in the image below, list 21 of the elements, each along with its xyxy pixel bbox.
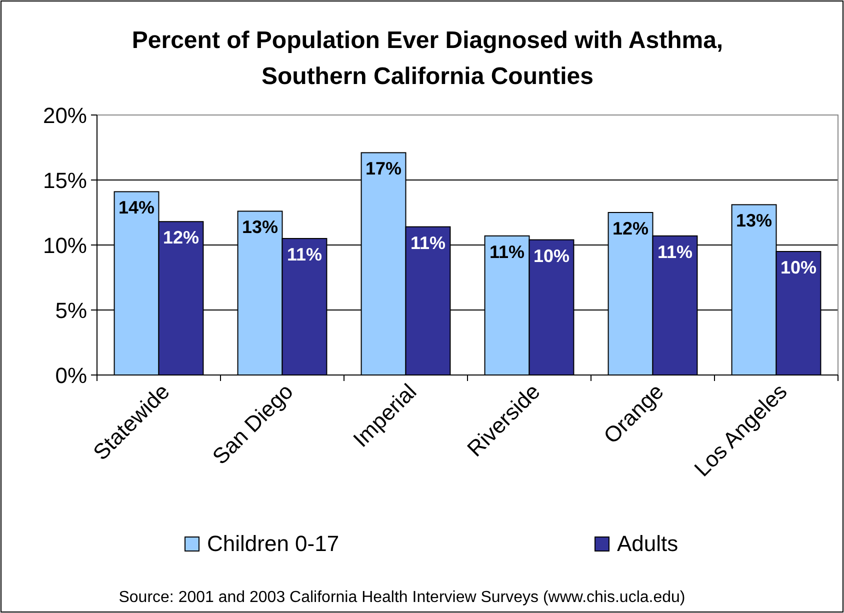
data-label: 11% (410, 232, 446, 253)
legend-label: Children 0-17 (207, 531, 340, 556)
legend-label: Adults (617, 531, 678, 556)
data-label: 17% (366, 158, 402, 179)
y-tick-label: 15% (42, 168, 87, 193)
y-tick-label: 0% (55, 363, 87, 388)
data-label: 11% (657, 242, 693, 262)
data-label: 10% (780, 258, 816, 278)
data-label: 14% (118, 198, 155, 218)
data-label: 12% (612, 218, 649, 238)
chart-title: Percent of Population Ever Diagnosed with Asthma, Southern California Counties (132, 27, 724, 90)
data-label: 13% (242, 217, 278, 238)
data-label: 13% (736, 210, 772, 231)
y-tick-label: 20% (42, 103, 87, 128)
y-tick-label: 5% (55, 298, 87, 323)
data-label: 12% (162, 228, 199, 248)
data-label: 11% (489, 242, 525, 262)
source-note: Source: 2001 and 2003 California Health Interview Surveys (www.chis.ucla.edu) (118, 589, 686, 606)
data-label: 11% (286, 244, 322, 264)
data-label: 10% (533, 246, 570, 266)
y-tick-label: 10% (42, 233, 87, 258)
